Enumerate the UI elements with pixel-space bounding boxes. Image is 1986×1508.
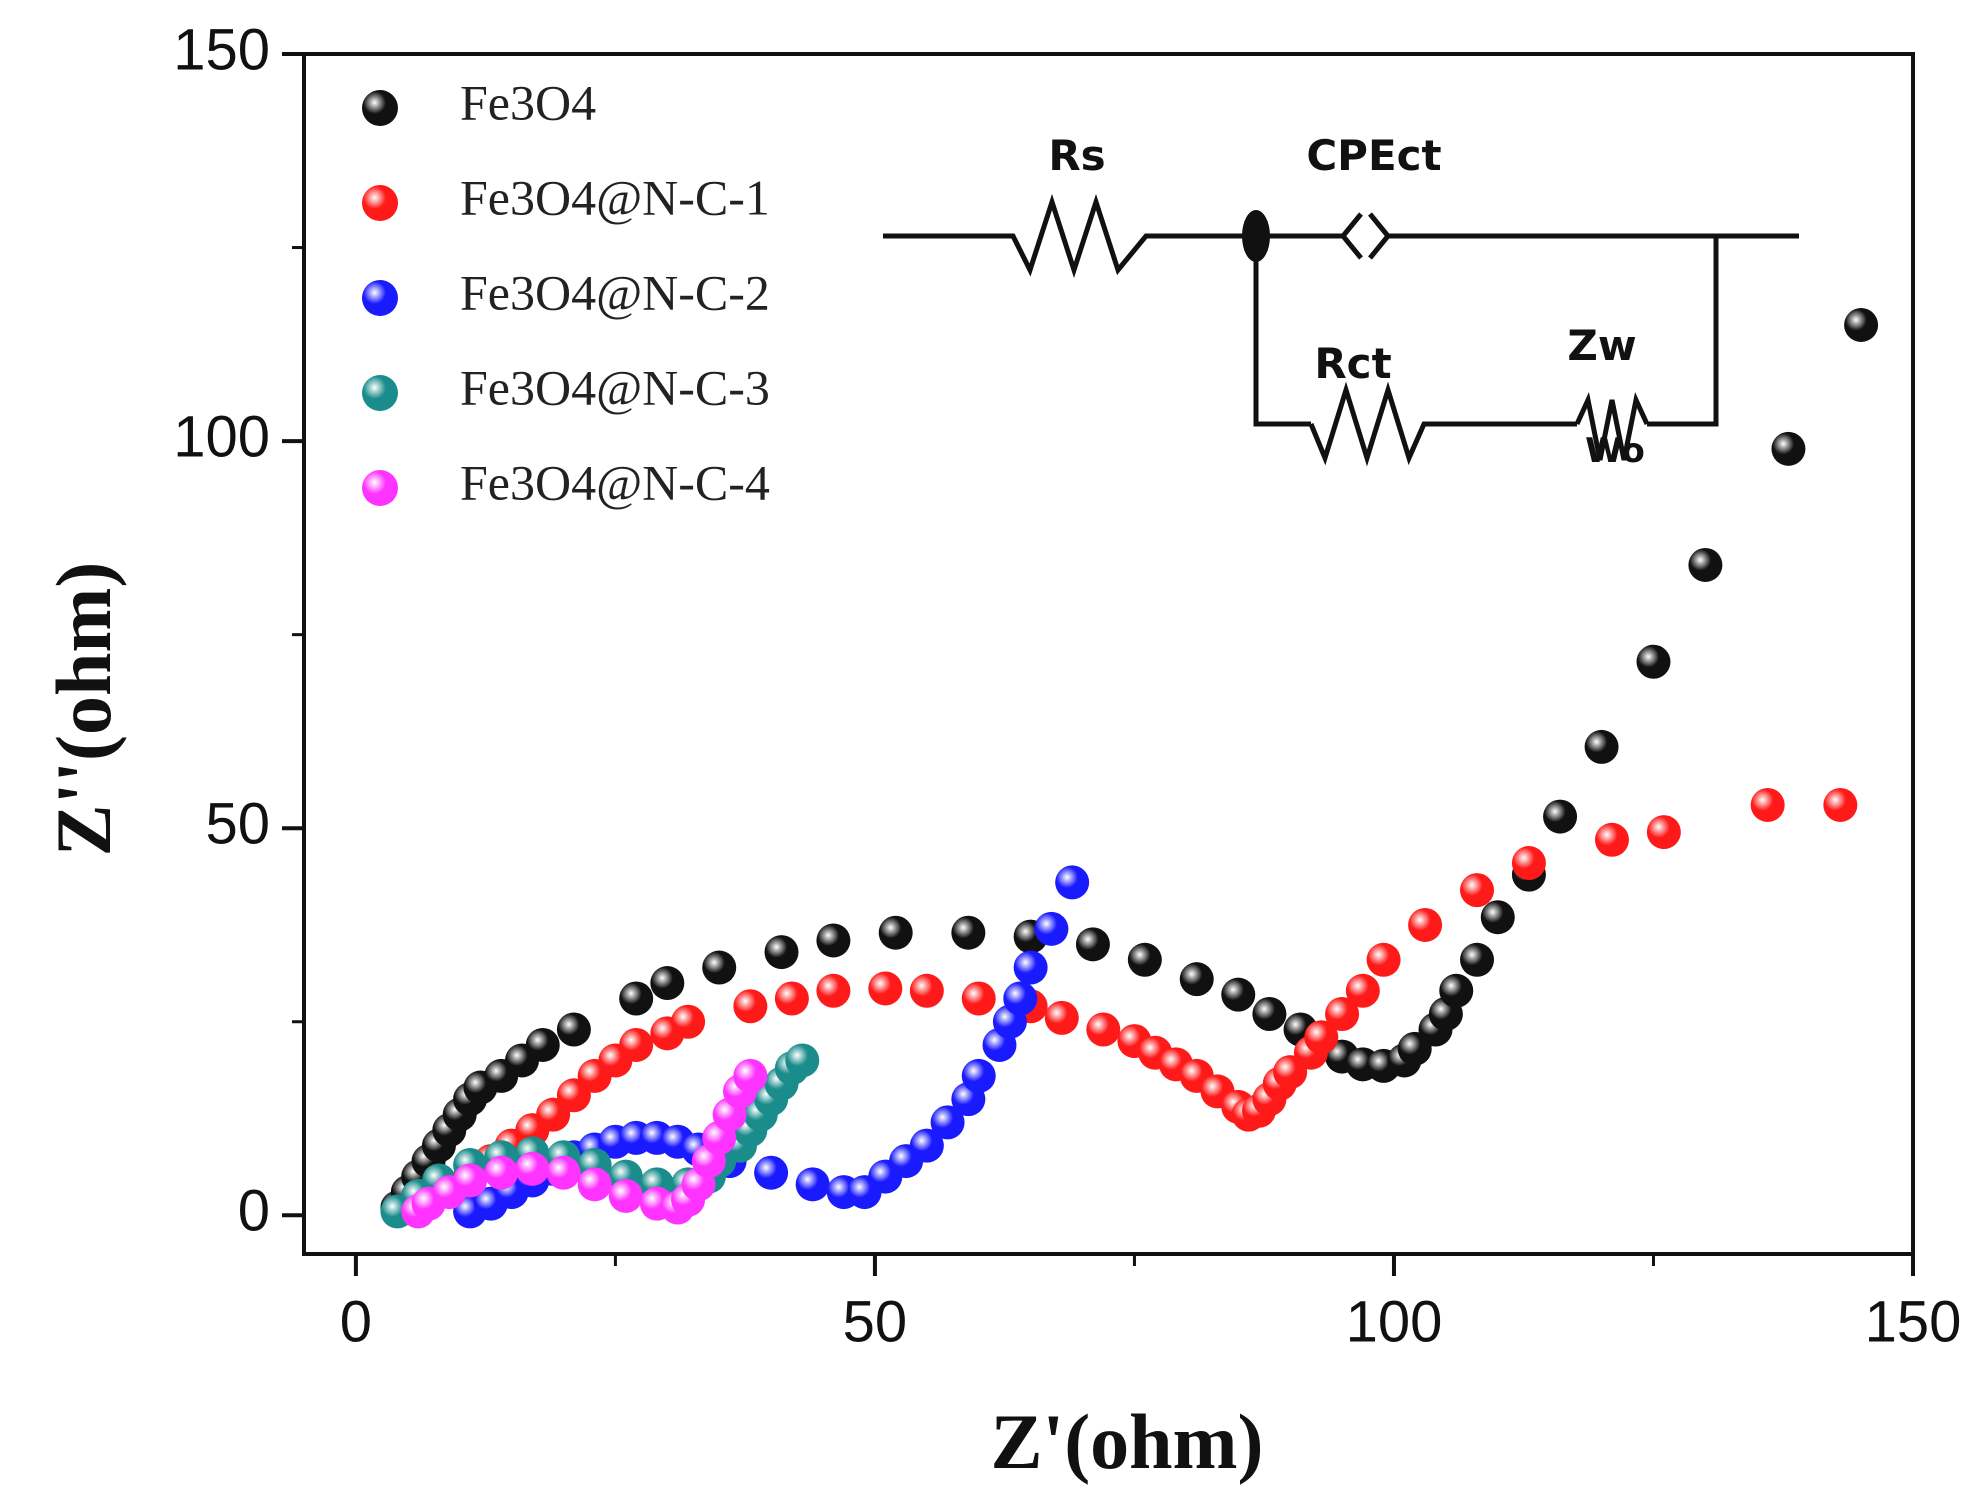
data-point xyxy=(795,1167,830,1202)
y-tick-label: 150 xyxy=(173,17,270,82)
data-point xyxy=(1594,822,1629,857)
circuit-label: Rct xyxy=(1314,339,1391,388)
data-point xyxy=(1366,942,1401,977)
data-point xyxy=(930,1105,965,1140)
data-point xyxy=(754,1155,789,1190)
data-point xyxy=(961,981,996,1016)
data-point xyxy=(1844,307,1879,342)
data-point xyxy=(1771,431,1806,466)
data-point xyxy=(702,950,737,985)
data-point xyxy=(1345,973,1380,1008)
data-point xyxy=(546,1155,581,1190)
data-point xyxy=(1439,973,1474,1008)
data-point xyxy=(1480,900,1515,935)
data-point xyxy=(1688,547,1723,582)
data-point xyxy=(525,1027,560,1062)
data-point xyxy=(1252,997,1287,1031)
data-point xyxy=(608,1178,643,1213)
data-point xyxy=(816,923,851,958)
circuit-label: Rs xyxy=(1048,131,1105,180)
legend-marker xyxy=(362,470,398,506)
data-point xyxy=(1044,1000,1079,1035)
data-point xyxy=(1636,644,1671,679)
data-point xyxy=(1646,815,1681,850)
legend-label: Fe3O4@N-C-4 xyxy=(460,454,770,510)
legend-label: Fe3O4 xyxy=(460,74,596,130)
data-point xyxy=(619,981,654,1016)
x-tick-label: 0 xyxy=(340,1289,372,1354)
data-point xyxy=(1034,911,1069,946)
data-point xyxy=(774,981,809,1016)
data-point xyxy=(556,1012,591,1047)
data-point xyxy=(733,989,768,1024)
data-point xyxy=(650,966,685,1001)
data-point xyxy=(1003,981,1038,1016)
x-axis-label: Z'(ohm) xyxy=(991,1398,1264,1485)
y-axis-label: Z''(ohm) xyxy=(40,562,127,857)
circuit-wire xyxy=(883,193,1799,467)
x-tick-label: 150 xyxy=(1865,1289,1962,1354)
data-point xyxy=(1304,1020,1339,1055)
data-point xyxy=(1221,977,1256,1012)
data-point xyxy=(1086,1012,1121,1047)
data-point xyxy=(868,971,903,1006)
legend-label: Fe3O4@N-C-1 xyxy=(460,169,770,225)
data-point xyxy=(1511,846,1546,881)
legend-label: Fe3O4@N-C-2 xyxy=(460,264,770,320)
data-point xyxy=(816,973,851,1008)
data-point xyxy=(1584,729,1619,764)
legend-marker xyxy=(362,280,398,316)
data-point xyxy=(1460,942,1495,977)
circuit-label: Zw xyxy=(1567,321,1636,370)
legend-marker xyxy=(362,90,398,126)
x-tick-label: 100 xyxy=(1346,1289,1443,1354)
data-point xyxy=(1408,907,1443,942)
x-tick-label: 50 xyxy=(843,1289,908,1354)
data-point xyxy=(909,1128,944,1163)
data-point xyxy=(1543,799,1578,834)
data-point xyxy=(1325,997,1360,1031)
data-point xyxy=(577,1167,612,1202)
data-point xyxy=(1055,865,1090,900)
legend-label: Fe3O4@N-C-3 xyxy=(460,359,770,415)
data-point xyxy=(1013,950,1048,985)
legend-marker xyxy=(362,375,398,411)
circuit-label: Wo xyxy=(1585,431,1645,471)
data-point xyxy=(909,973,944,1008)
data-point xyxy=(1750,787,1785,822)
data-point xyxy=(1460,873,1495,908)
data-point xyxy=(951,915,986,950)
data-point xyxy=(878,915,913,950)
data-point xyxy=(515,1151,550,1186)
data-point xyxy=(671,1004,706,1039)
data-point xyxy=(619,1027,654,1062)
legend-marker xyxy=(362,185,398,221)
data-point xyxy=(961,1058,996,1093)
data-point xyxy=(785,1043,820,1078)
plot-frame xyxy=(302,52,1915,1256)
data-point xyxy=(764,935,799,970)
y-tick-label: 50 xyxy=(205,792,270,857)
circuit-node xyxy=(1242,210,1270,262)
circuit-label: CPEct xyxy=(1306,131,1441,180)
data-point xyxy=(1127,942,1162,977)
y-tick-label: 100 xyxy=(173,404,270,469)
data-point xyxy=(733,1058,768,1093)
data-point xyxy=(1823,787,1858,822)
data-point xyxy=(1075,927,1110,962)
circuit-diagram: Rs CPEct Rct Zw Wo xyxy=(883,131,1799,471)
data-point xyxy=(484,1155,519,1190)
data-point xyxy=(1179,962,1214,997)
y-tick-label: 0 xyxy=(238,1179,270,1244)
data-point xyxy=(453,1163,488,1198)
